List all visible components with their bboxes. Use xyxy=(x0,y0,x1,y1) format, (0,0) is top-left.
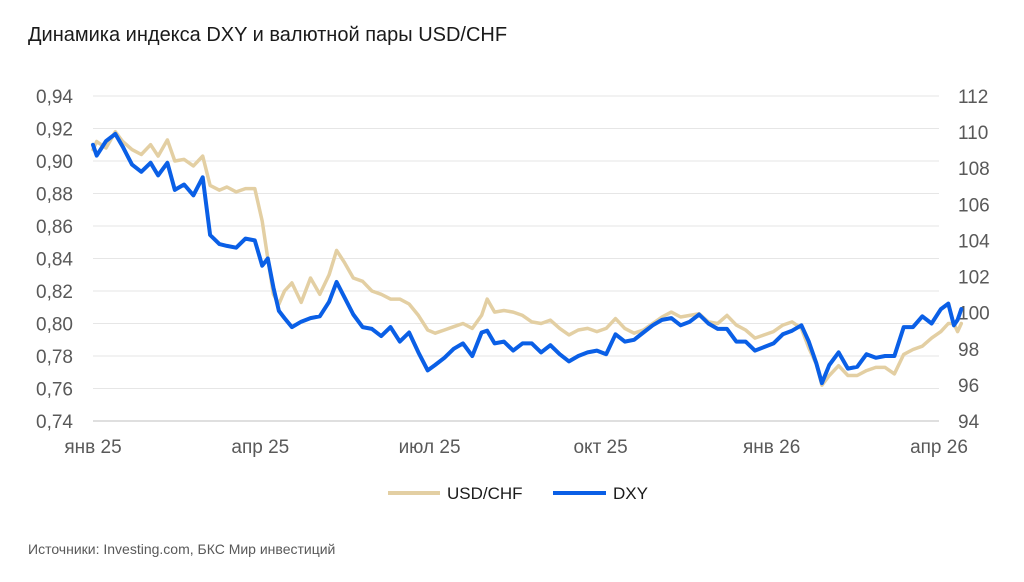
left-tick-label: 0,88 xyxy=(36,185,73,206)
x-tick-label: окт 25 xyxy=(573,437,627,458)
left-tick-label: 0,74 xyxy=(36,412,73,433)
left-tick-label: 0,94 xyxy=(36,87,73,108)
legend: USD/CHF DXY xyxy=(388,484,648,503)
right-tick-label: 106 xyxy=(958,195,990,216)
left-y-axis: 0,74 0,76 0,78 0,80 0,82 0,84 0,86 0,88 0,90 0,92… xyxy=(36,87,73,433)
right-tick-label: 112 xyxy=(958,87,988,108)
right-tick-label: 110 xyxy=(958,123,988,144)
legend-label: DXY xyxy=(613,484,648,503)
x-tick-label: апр 25 xyxy=(231,437,289,458)
left-tick-label: 0,82 xyxy=(36,282,73,303)
left-tick-label: 0,90 xyxy=(36,152,73,173)
left-tick-label: 0,92 xyxy=(36,120,73,141)
x-tick-label: июл 25 xyxy=(399,437,461,458)
right-tick-label: 104 xyxy=(958,231,990,252)
legend-label: USD/CHF xyxy=(447,484,523,503)
right-tick-label: 108 xyxy=(958,159,990,180)
right-tick-label: 98 xyxy=(958,340,979,361)
series-lines xyxy=(91,129,964,387)
left-tick-label: 0,84 xyxy=(36,250,73,271)
left-tick-label: 0,76 xyxy=(36,380,73,401)
right-tick-label: 100 xyxy=(958,304,990,325)
x-tick-label: янв 26 xyxy=(743,437,800,458)
left-tick-label: 0,78 xyxy=(36,347,73,368)
left-tick-label: 0,86 xyxy=(36,217,73,238)
x-tick-label: янв 25 xyxy=(64,437,121,458)
right-tick-label: 102 xyxy=(958,268,990,289)
chart-title: Динамика индекса DXY и валютной пары USD… xyxy=(28,24,508,46)
source-note: Источники: Investing.com, БКС Мир инвест… xyxy=(28,541,336,557)
right-tick-label: 94 xyxy=(958,412,980,433)
series-line-dxy xyxy=(91,131,964,386)
x-axis: янв 25 апр 25 июл 25 окт 25 янв 26 апр 26 xyxy=(64,437,968,458)
right-y-axis: 94 96 98 100 102 104 106 108 110 112 xyxy=(958,87,990,433)
gridlines xyxy=(93,95,939,422)
left-tick-label: 0,80 xyxy=(36,315,73,336)
x-tick-label: апр 26 xyxy=(910,437,968,458)
right-tick-label: 96 xyxy=(958,376,979,397)
